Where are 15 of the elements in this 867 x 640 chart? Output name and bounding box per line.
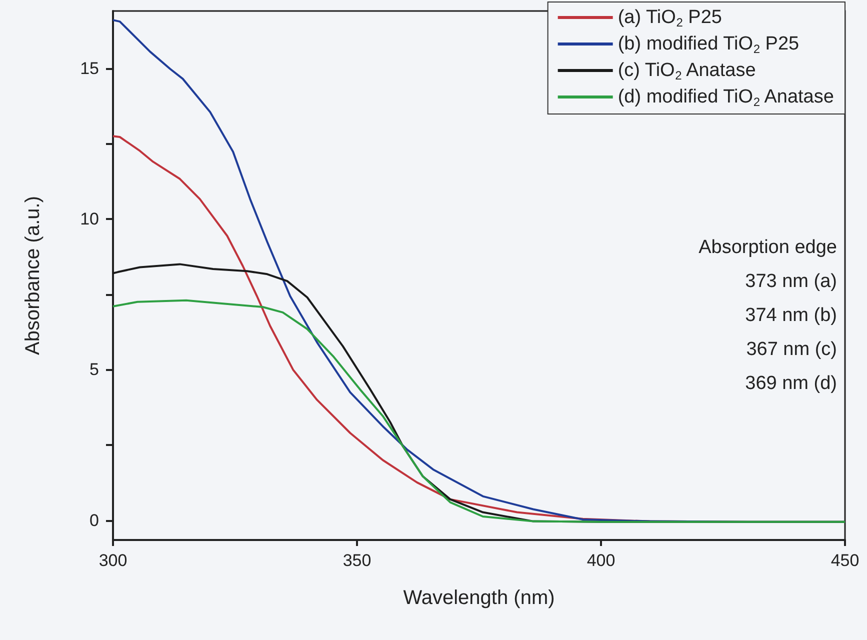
annotation: 374 nm (b) [745, 305, 837, 326]
y-tick-label: 10 [80, 209, 99, 228]
annotation: 367 nm (c) [746, 339, 837, 360]
y-tick-label: 5 [90, 360, 99, 380]
y-tick-label: 0 [90, 510, 99, 530]
x-tick-label: 450 [830, 551, 860, 570]
x-tick-label: 350 [342, 551, 372, 570]
y-axis-title: Absorbance (a.u.) [22, 196, 44, 355]
annotation: 369 nm (d) [745, 373, 837, 394]
annotation: 373 nm (a) [745, 271, 837, 292]
x-axis-title: Wavelength (nm) [403, 587, 555, 609]
x-tick-label: 300 [98, 551, 128, 570]
annotation: Absorption edge [698, 237, 837, 258]
y-tick-label: 15 [80, 58, 99, 78]
x-tick-label: 400 [586, 551, 616, 570]
